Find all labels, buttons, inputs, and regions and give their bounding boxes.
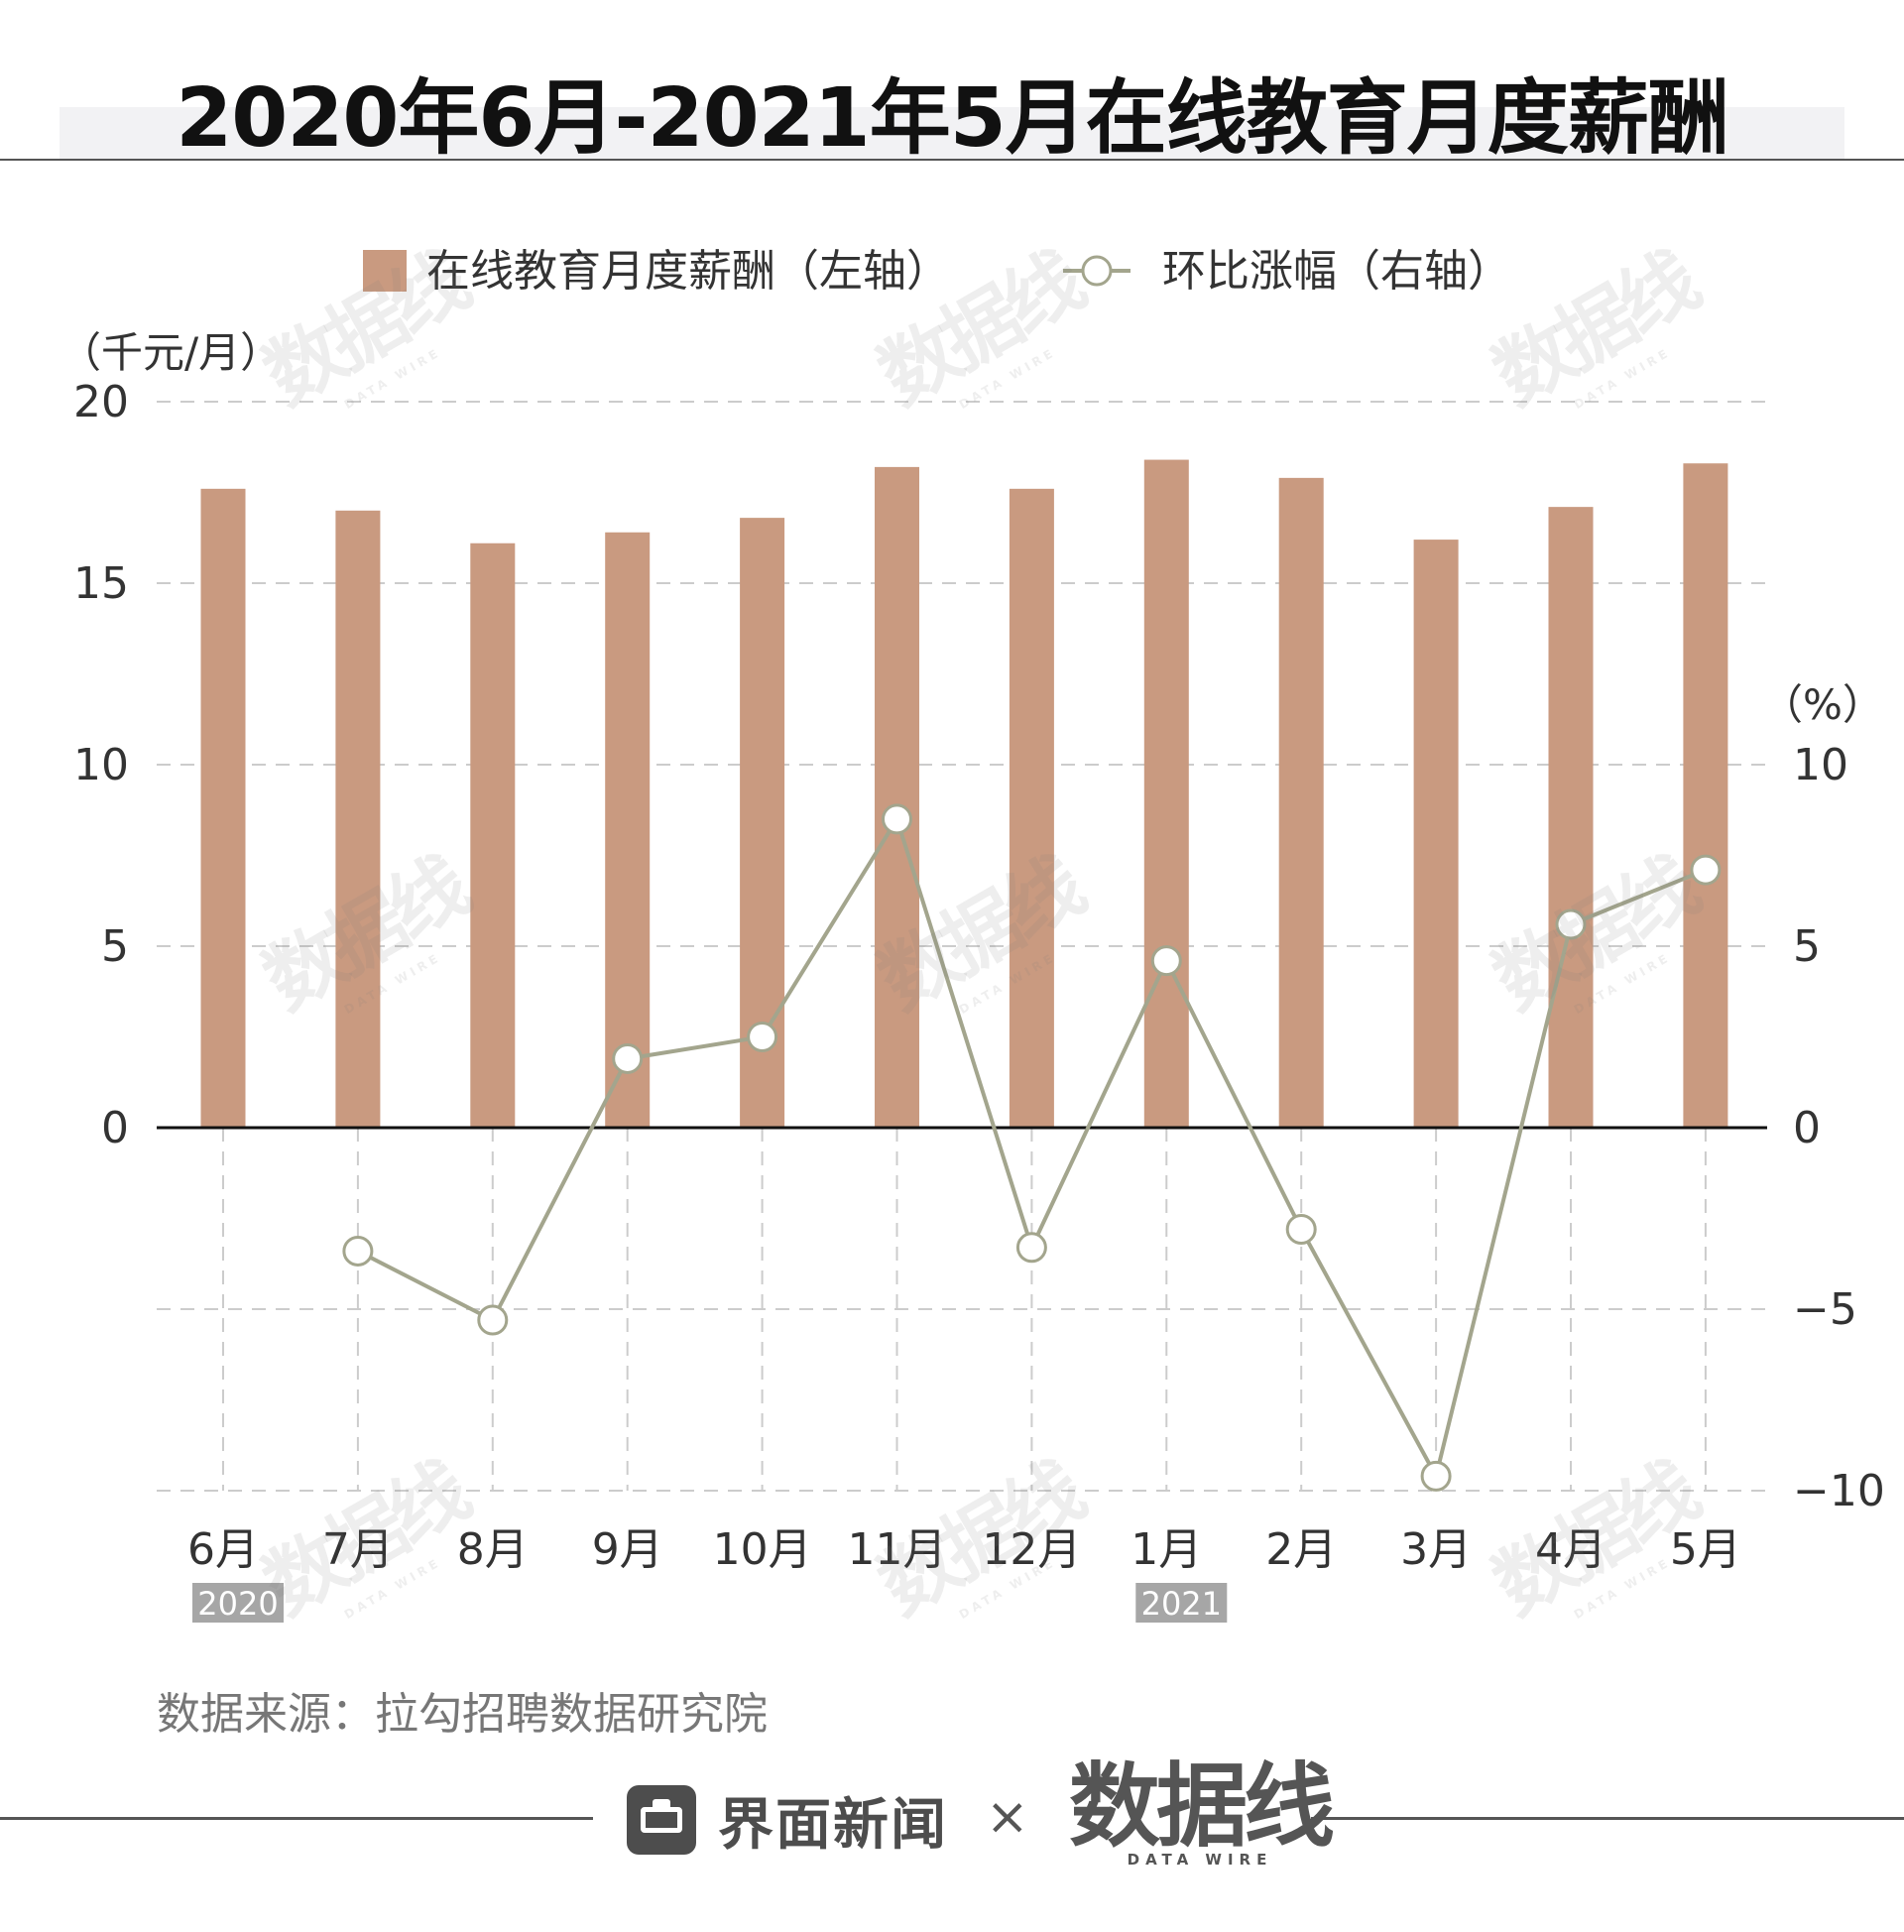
legend-bar-swatch [363,250,407,292]
line-point [477,1304,509,1336]
bar [1548,507,1594,1128]
category-tick-label: 7月 [322,1524,394,1575]
category-tick-label: 5月 [1670,1524,1741,1575]
category-tick-label: 8月 [457,1524,529,1575]
category-tick-label: 6月 [187,1524,259,1575]
line-point [1015,1232,1047,1264]
legend-bar-label: 在线教育月度薪酬（左轴） [426,246,950,297]
line-point [1420,1460,1452,1492]
line-point [342,1235,374,1267]
left-tick-label: 10 [73,740,129,790]
bar [200,488,246,1129]
footer-rule-left [0,1817,593,1820]
line-point [747,1022,778,1052]
right-tick-label: −10 [1793,1466,1885,1516]
line-point [1285,1213,1317,1245]
brand-datawire-text: 数据线 [1069,1753,1335,1860]
title-band [60,107,1844,159]
category-tick-label: 9月 [592,1524,663,1575]
right-tick-label: 10 [1793,740,1848,790]
legend-line-marker [1081,255,1113,287]
bar [1143,459,1189,1128]
brand-jiemian-text: 界面新闻 [718,1792,948,1858]
category-tick-label: 2月 [1265,1524,1337,1575]
bar [470,543,516,1128]
left-tick-label: 5 [101,921,129,972]
line-point [1555,908,1587,940]
line-series [342,803,1722,1492]
brand-datawire: 数据线 DATA WIRE [1069,1753,1335,1870]
data-source: 数据来源：拉勾招聘数据研究院 [157,1689,768,1740]
right-tick-label: 5 [1793,921,1821,972]
axis-labels: 0 5 10 15 20（千元/月） −10 −5 0 5 10 （%） 6月 7月 8月 9月 10月 11月… [60,328,1885,1623]
year-badge [192,1583,284,1623]
bar [335,510,381,1128]
category-tick-label: 3月 [1400,1524,1472,1575]
bar [1683,463,1728,1129]
bar-series [200,459,1728,1129]
year-badge-label: 2020 [197,1585,278,1623]
category-tick-label: 11月 [848,1524,947,1575]
footer-rule-right [1311,1817,1904,1820]
bar [1413,540,1459,1128]
legend-line-label: 环比涨幅（右轴） [1162,246,1511,297]
category-tick-label: 4月 [1535,1524,1606,1575]
year-badge [1135,1583,1228,1623]
right-tick-label: 0 [1793,1103,1821,1153]
jiemian-logo-icon [627,1785,696,1855]
bar [875,466,919,1128]
bar [605,532,651,1128]
chart-title: 2020年6月-2021年5月在线教育月度薪酬 [176,71,1729,166]
left-axis-unit: （千元/月） [60,328,282,377]
brand-datawire-sub: DATA WIRE [1127,1851,1273,1869]
title-rule [0,159,1904,161]
line-point [882,803,912,835]
line-point [612,1042,644,1074]
right-axis-unit: （%） [1761,680,1884,729]
category-tick-label: 12月 [982,1524,1081,1575]
brand-jiemian: 界面新闻 [627,1785,948,1858]
brand-separator: × [986,1787,1029,1847]
line-point [1150,945,1182,977]
bar [1278,477,1324,1128]
right-tick-label: −5 [1793,1284,1857,1335]
year-badge-label: 2021 [1141,1585,1222,1623]
left-tick-label: 0 [101,1103,129,1153]
line-point [1690,854,1722,886]
category-tick-label: 1月 [1130,1524,1202,1575]
left-tick-label: 20 [73,377,129,427]
left-tick-label: 15 [73,558,129,609]
category-tick-label: 10月 [713,1524,812,1575]
grid-lines [157,401,1767,1492]
legend: 在线教育月度薪酬（左轴） 环比涨幅（右轴） [363,246,1511,297]
bar [1009,488,1054,1129]
